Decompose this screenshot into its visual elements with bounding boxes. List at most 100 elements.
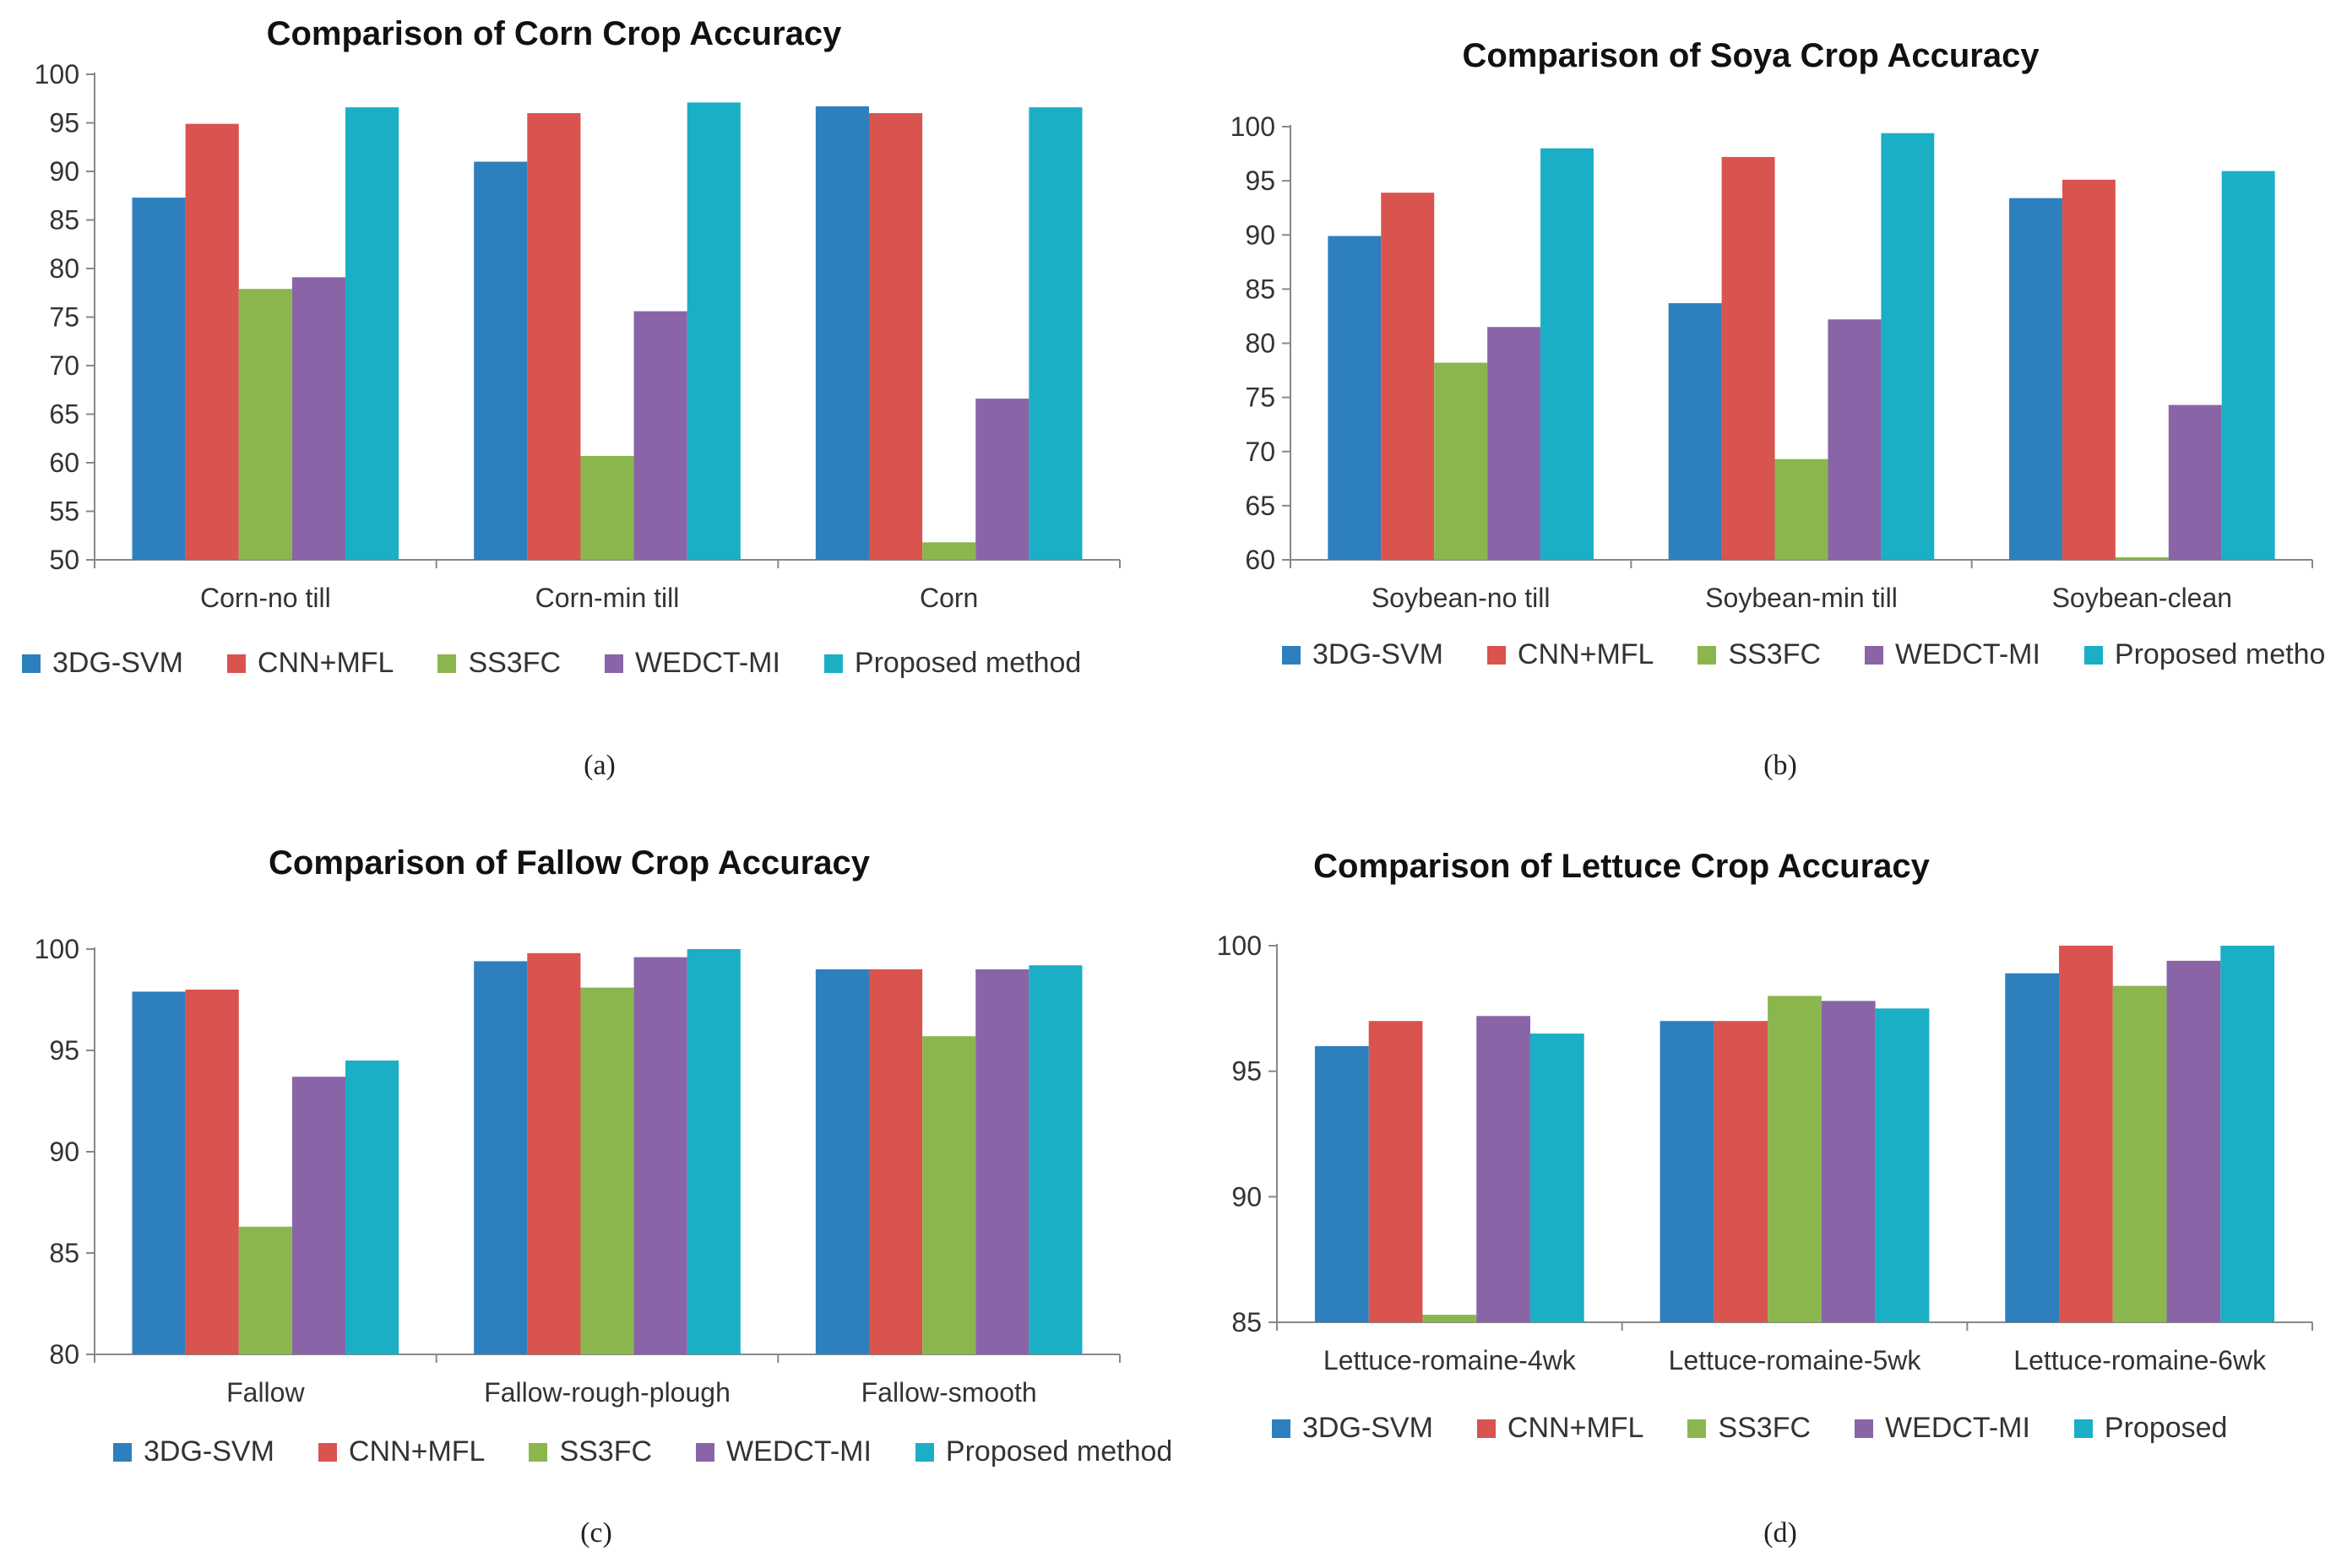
bar-3dg-svm	[1314, 1045, 1369, 1322]
chart-legend: 3DG-SVM CNN+MFL SS3FC WEDCT-MI Proposed	[1272, 1412, 2227, 1445]
bar-wedct-mi	[633, 957, 687, 1354]
legend-label: SS3FC	[1718, 1412, 1812, 1444]
legend-label: 3DG-SVM	[52, 647, 183, 679]
bar-wedct-mi	[1828, 319, 1882, 560]
bar-3dg-svm	[132, 991, 186, 1354]
bar-wedct-mi	[975, 969, 1029, 1354]
bar-ss3fc	[922, 542, 976, 560]
bar-proposed-method	[1029, 107, 1083, 561]
bar-ss3fc	[580, 455, 634, 560]
y-tick-label: 95	[49, 1035, 79, 1066]
legend-item: WEDCT-MI	[1865, 638, 2040, 671]
bar-cnn-mfl	[1368, 1021, 1423, 1322]
y-tick-label: 100	[1217, 930, 1262, 961]
y-tick-label: 80	[49, 1339, 79, 1370]
bar-ss3fc	[238, 289, 292, 560]
y-tick-label: 65	[1245, 491, 1275, 521]
chart-legend: 3DG-SVM CNN+MFL SS3FC WEDCT-MI Proposed meth…	[113, 1435, 1172, 1468]
chart-title: Comparison of Lettuce Crop Accuracy	[1313, 848, 1930, 885]
bar-proposed	[2220, 946, 2275, 1322]
legend-label: CNN+MFL	[257, 647, 394, 679]
bar-wedct-mi	[1476, 1016, 1530, 1322]
bar-chart-soya: 60 65 70 75 80 85 90 95 100 Soybean-no till Soybea…	[1230, 111, 2313, 613]
x-tick-label: Soybean-min till	[1705, 583, 1898, 613]
legend-swatch	[2073, 1419, 2093, 1438]
bar-ss3fc	[2115, 557, 2169, 560]
legend-item: WEDCT-MI	[605, 647, 780, 680]
legend-swatch	[1282, 645, 1301, 665]
x-tick-label: Soybean-no till	[1372, 583, 1551, 613]
bar-cnn-mfl	[185, 990, 239, 1354]
bar-cnn-mfl	[868, 113, 923, 560]
bar-proposed-method	[687, 102, 741, 561]
legend-swatch	[1687, 1419, 1707, 1438]
bar-proposed-method	[1881, 133, 1935, 560]
bar-cnn-mfl	[2062, 179, 2116, 560]
bar-3dg-svm	[2009, 198, 2062, 560]
bar-cnn-mfl	[1714, 1021, 1768, 1322]
bar-cnn-mfl	[527, 113, 581, 560]
x-tick-label: Lettuce-romaine-4wk	[1323, 1345, 1577, 1375]
y-tick-label: 80	[49, 253, 79, 284]
y-tick-label: 85	[1231, 1307, 1262, 1337]
legend-item: CNN+MFL	[226, 647, 394, 680]
bar-ss3fc	[922, 1036, 976, 1354]
x-tick-label: Corn-min till	[535, 583, 680, 613]
legend-label: Proposed method	[2114, 638, 2325, 670]
bar-3dg-svm	[815, 969, 869, 1354]
y-tick-label: 95	[1231, 1056, 1262, 1087]
bar-3dg-svm	[1660, 1021, 1714, 1322]
legend-label: CNN+MFL	[1507, 1412, 1644, 1444]
bar-cnn-mfl	[527, 952, 581, 1354]
bar-proposed-method	[1540, 148, 1594, 560]
bar-wedct-mi	[975, 399, 1029, 560]
legend-item: 3DG-SVM	[113, 1435, 274, 1468]
legend-swatch	[318, 1442, 337, 1462]
bar-cnn-mfl	[1381, 193, 1435, 561]
y-tick-label: 80	[1245, 328, 1275, 359]
chart-title: Comparison of Fallow Crop Accuracy	[269, 844, 870, 882]
y-tick-label: 90	[49, 1137, 79, 1167]
y-tick-label: 65	[49, 399, 79, 430]
legend-swatch	[823, 654, 843, 673]
y-tick-label: 100	[35, 934, 79, 964]
legend-label: SS3FC	[559, 1435, 653, 1468]
bar-ss3fc	[1422, 1315, 1477, 1322]
legend-label: 3DG-SVM	[1312, 638, 1443, 670]
bar-proposed-method	[345, 1061, 399, 1354]
bar-cnn-mfl	[1721, 156, 1775, 560]
chart-title: Comparison of Soya Crop Accuracy	[1462, 37, 2040, 74]
legend-item: 3DG-SVM	[1272, 1412, 1433, 1445]
legend-swatch	[226, 654, 246, 673]
legend-swatch	[915, 1442, 934, 1462]
bar-3dg-svm	[1328, 236, 1382, 560]
y-tick-label: 60	[1245, 545, 1275, 575]
bar-cnn-mfl	[185, 123, 239, 560]
bar-ss3fc	[580, 987, 634, 1354]
bar-wedct-mi	[1821, 1001, 1876, 1322]
y-tick-label: 90	[49, 156, 79, 187]
legend-label: SS3FC	[468, 647, 562, 679]
bar-3dg-svm	[474, 161, 528, 560]
y-tick-label: 95	[1245, 165, 1275, 196]
bar-wedct-mi	[1487, 327, 1541, 560]
legend-label: WEDCT-MI	[1885, 1412, 2030, 1444]
legend-swatch	[696, 1442, 715, 1462]
y-tick-label: 70	[49, 350, 79, 381]
bar-proposed-method	[2221, 171, 2275, 560]
y-tick-label: 75	[1245, 383, 1275, 413]
bar-wedct-mi	[291, 1077, 346, 1354]
legend-label: 3DG-SVM	[144, 1435, 274, 1468]
legend-item: CNN+MFL	[1486, 638, 1654, 671]
bar-proposed-method	[687, 949, 741, 1354]
legend-item: Proposed method	[823, 647, 1081, 680]
legend-item: Proposed method	[915, 1435, 1172, 1468]
chart-caption: (d)	[1763, 1517, 1797, 1549]
x-tick-label: Corn-no till	[200, 583, 331, 613]
legend-item: 3DG-SVM	[22, 647, 183, 680]
bar-3dg-svm	[2005, 973, 2060, 1322]
legend-item: 3DG-SVM	[1282, 638, 1443, 671]
legend-swatch	[437, 654, 457, 673]
legend-swatch	[2083, 645, 2103, 665]
bar-proposed-method	[345, 107, 399, 561]
